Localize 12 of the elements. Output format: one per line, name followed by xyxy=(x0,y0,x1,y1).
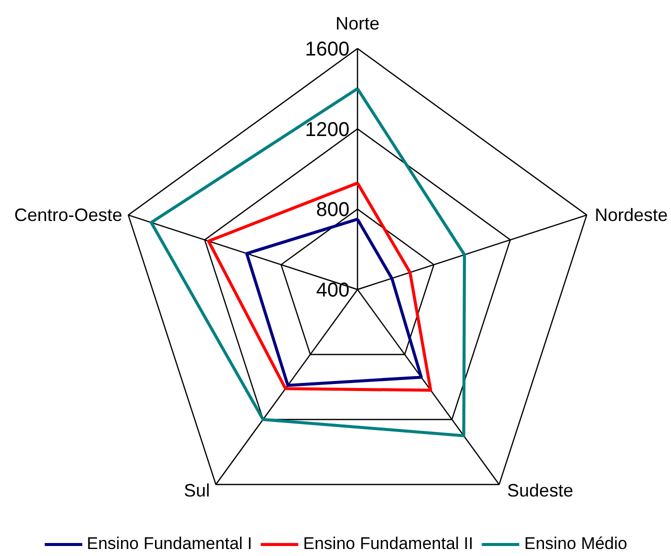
y-tick-label: 1600 xyxy=(305,38,350,60)
spoke-label: Norte xyxy=(335,14,380,34)
spoke-label: Nordeste xyxy=(594,205,668,226)
spoke-label: Sul xyxy=(184,480,210,500)
y-tick-label: 400 xyxy=(316,280,350,302)
legend-label: Ensino Fundamental I xyxy=(86,534,252,554)
legend-label: Ensino Fundamental II xyxy=(303,534,474,554)
legend-label: Ensino Médio xyxy=(524,534,628,554)
y-tick-label: 1200 xyxy=(305,118,350,141)
spoke-label: Centro-Oeste xyxy=(14,205,122,226)
spoke-label: Sudeste xyxy=(507,480,574,500)
y-tick-label: 800 xyxy=(316,199,350,222)
